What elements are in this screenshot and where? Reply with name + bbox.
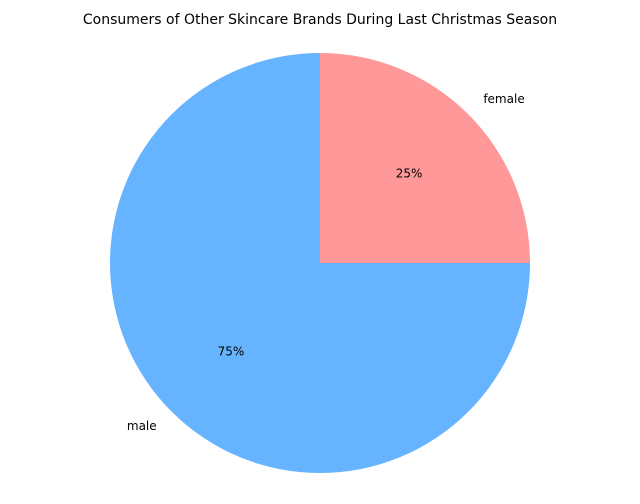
slice-label: male xyxy=(127,419,157,433)
value-label: 75% xyxy=(218,345,245,359)
chart-title: Consumers of Other Skincare Brands Durin… xyxy=(83,12,557,28)
pie-slice xyxy=(320,53,530,263)
value-label: 25% xyxy=(396,166,423,180)
pie-slice xyxy=(110,53,530,473)
slice-label: female xyxy=(483,92,524,106)
